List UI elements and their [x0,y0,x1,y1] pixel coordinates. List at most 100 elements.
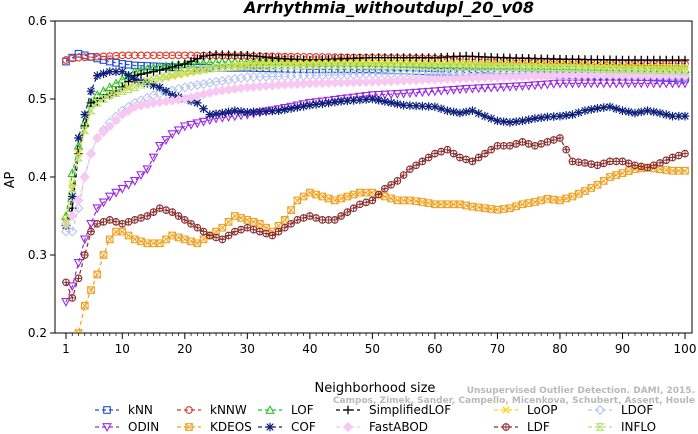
hourglass-marker [336,61,346,70]
hourglass-marker [405,62,415,70]
hourglass-marker [455,62,465,71]
triangle-down-marker [198,117,209,127]
hourglass-marker [467,62,478,71]
square-x-marker [593,180,602,189]
diamond-marker [73,203,84,214]
circle-plus-cross [469,158,476,165]
triangle-down-marker [530,81,540,91]
square-x-cross [512,202,520,210]
hourglass-marker [305,61,315,70]
hourglass-marker [542,63,553,72]
y-tick-label: 0.6 [28,14,47,28]
circle-plus-cross [419,158,426,165]
square-x-cross [106,235,114,244]
circle-plus-cross [137,214,145,222]
square-x-cross [81,302,89,310]
square-x-cross [568,192,577,201]
asterisk-marker [593,104,602,113]
triangle-down-marker [136,171,146,181]
square-x-cross [606,173,614,181]
hourglass-marker [186,67,196,75]
plus-marker [199,51,208,61]
triangle-down-marker [542,80,553,90]
plus-marker [180,59,190,69]
diamond-marker [67,226,78,237]
asterisk-marker [105,67,115,76]
circle-plus-cross [512,140,520,148]
square-x-marker [74,329,83,333]
legend-item-fastabod: FastABOD [336,420,428,434]
square-x-cross [93,270,101,279]
asterisk-marker [324,98,333,108]
diamond-filled-marker [85,148,97,159]
triangle-down-marker [79,235,90,245]
hourglass-marker [499,63,509,71]
diamond-filled-marker [73,195,84,206]
asterisk-marker [424,102,433,111]
square-x-marker [124,231,133,240]
circle-plus-cross [550,136,557,144]
diamond-filled-marker [98,127,109,138]
circle-plus-cross [219,236,226,243]
circle-plus-cross [475,154,482,161]
circle-plus-cross [544,138,551,146]
hourglass-marker [436,62,446,71]
hourglass-marker [592,64,603,73]
square-x-cross [656,165,664,173]
plus-marker [343,405,353,415]
triangle-down-marker [505,82,515,92]
hourglass-marker [524,63,534,72]
circle-plus-cross [600,160,608,167]
watermark-line-1: Unsupervised Outlier Detection. DAMI, 20… [467,386,695,396]
hourglass-marker [80,126,90,135]
x-tick-label: 1 [62,342,70,356]
hourglass-marker [674,66,684,75]
hourglass-marker [380,61,390,70]
square-x-cross [243,216,251,224]
circle-plus-cross [494,142,501,150]
circle-plus-cross [369,197,376,204]
asterisk-marker [443,106,452,115]
square-x-cross [593,181,602,189]
circle-plus-cross [500,142,507,150]
square-x-cross [312,190,320,199]
square-x-cross [174,233,183,242]
triangle-down-marker [430,87,440,97]
square-x-marker [224,218,233,226]
asterisk-marker [618,106,627,115]
series-group [60,49,691,333]
hourglass-marker [449,62,459,71]
square-x-cross [162,235,170,244]
hourglass-marker [655,66,665,75]
circle-plus-cross [212,234,220,241]
hourglass-marker [480,63,490,71]
circle-plus-cross [281,224,289,231]
asterisk-marker [355,95,365,105]
circle-plus-cross [637,163,645,170]
legend-item-odin: ODIN [95,420,159,434]
asterisk-marker [449,107,458,117]
hourglass-marker [61,219,71,228]
circle-plus-cross [256,228,264,235]
square-x-cross [631,165,639,173]
triangle-down-marker [111,188,121,198]
hourglass-marker [580,64,590,73]
square-x-cross [149,239,158,247]
diamond-filled-marker [92,132,103,144]
legend-label-odin: ODIN [128,420,159,434]
square-x-cross [506,204,514,212]
square-x-cross [675,167,683,175]
asterisk-marker [393,99,402,109]
asterisk-marker [199,104,208,114]
circle-plus-cross [487,146,495,153]
circle-plus-cross [350,204,357,212]
triangle-down-marker [73,258,84,268]
circle-plus-cross [262,230,270,237]
hourglass-marker [667,66,678,75]
square-x-cross [468,203,477,211]
triangle-up-marker [204,57,215,67]
hourglass-marker [286,61,296,70]
hourglass-marker [105,91,115,99]
square-x-cross [185,423,193,431]
